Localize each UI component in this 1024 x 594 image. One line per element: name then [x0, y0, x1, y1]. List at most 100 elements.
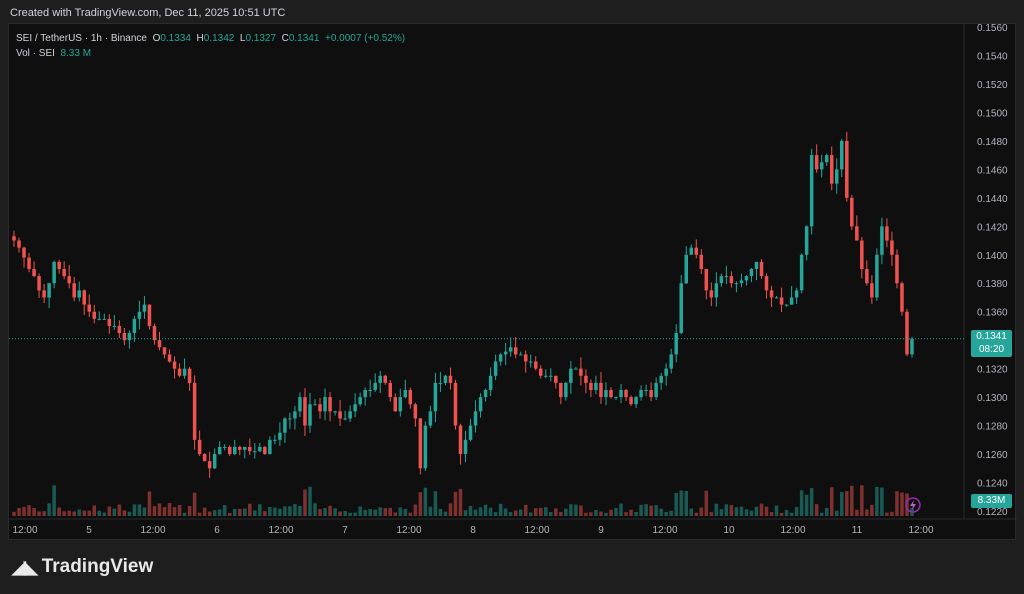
x-tick-label: 12:00	[908, 525, 933, 536]
volume-bar	[338, 511, 342, 516]
symbol-label[interactable]: SEI / TetherUS · 1h · Binance	[16, 33, 147, 44]
candle-body	[554, 375, 558, 383]
candle-body	[799, 254, 804, 291]
y-tick-label: 0.1260	[977, 450, 1008, 461]
volume-bar	[579, 505, 583, 516]
candle-body	[870, 283, 874, 298]
candle-body	[212, 454, 217, 469]
volume-bar	[258, 504, 262, 516]
volume-bar	[539, 507, 543, 516]
x-tick-label: 12:00	[652, 525, 677, 536]
open-value: 0.1334	[160, 33, 191, 44]
candle-body	[890, 240, 894, 255]
tradingview-logo[interactable]: ◢◣ TradingView	[12, 556, 153, 578]
volume-bar	[840, 492, 844, 516]
candle-body	[518, 354, 523, 356]
volume-bar	[12, 511, 16, 516]
volume-bar	[453, 491, 458, 516]
candle-body	[142, 304, 147, 312]
candle-body	[764, 276, 769, 291]
last-price-tag: 0.1341 08:20	[971, 330, 1012, 357]
candle-body	[559, 382, 563, 398]
volume-bar	[202, 507, 207, 516]
candle-body	[824, 155, 829, 163]
volume-bar	[824, 507, 829, 516]
volume-bar	[177, 505, 182, 516]
x-tick-label: 5	[86, 525, 92, 536]
candle-body	[313, 404, 317, 406]
volume-bar	[654, 505, 658, 516]
candle-body	[433, 382, 438, 412]
volume-bar	[744, 509, 749, 516]
candle-body	[353, 404, 357, 412]
volume-bar	[488, 507, 493, 516]
volume-bar	[634, 511, 638, 516]
candle-body	[152, 325, 157, 341]
volume-bar	[458, 488, 463, 516]
candle-body	[895, 254, 899, 284]
tradingview-logo-icon: ◢◣	[12, 556, 38, 577]
candle-body	[62, 269, 66, 277]
candle-body	[749, 269, 754, 277]
volume-bar	[253, 510, 257, 516]
candle-body	[112, 325, 117, 327]
volume-bar	[72, 511, 76, 516]
volume-bar	[799, 490, 804, 516]
candle-body	[177, 368, 182, 376]
volume-bar	[433, 491, 438, 516]
volume-bar	[900, 492, 904, 516]
volume-bar	[885, 512, 889, 516]
volume-bar	[57, 507, 61, 516]
y-tick-label: 0.1420	[977, 222, 1008, 233]
volume-bar	[518, 509, 523, 516]
volume-bar	[438, 508, 443, 516]
volume-bar	[659, 508, 663, 516]
candle-body	[523, 354, 528, 362]
chart-area[interactable]: 0.1560 0.1540 0.1520 0.1500 0.1480 0.1460 0.14…	[8, 23, 1017, 540]
volume-bar	[895, 491, 899, 516]
volume-bar	[363, 509, 367, 516]
volume-bar	[403, 508, 408, 516]
candle-body	[533, 361, 538, 369]
volume-bar	[880, 487, 884, 516]
low-value: 0.1327	[245, 33, 277, 44]
candle-body	[102, 318, 107, 320]
volume-bar	[498, 503, 503, 516]
volume-bar	[172, 507, 177, 516]
volume-bar	[232, 508, 237, 516]
volume-value: 8.33 M	[60, 48, 92, 59]
volume-bar	[523, 504, 528, 516]
volume-bar	[664, 511, 668, 516]
volume-bar	[508, 512, 513, 516]
volume-bar	[52, 485, 56, 516]
candle-body	[865, 269, 869, 284]
volume-bar	[112, 508, 117, 516]
candle-body	[719, 276, 724, 284]
candle-body	[714, 283, 719, 298]
volume-label[interactable]: Vol · SEI	[16, 48, 55, 59]
volume-bar	[408, 512, 413, 516]
volume-bar	[92, 505, 97, 516]
candle-body	[308, 404, 312, 426]
y-tick-label: 0.1220	[977, 507, 1008, 518]
volume-bar	[554, 508, 558, 516]
lightning-icon[interactable]	[905, 497, 921, 513]
candle-body	[478, 397, 483, 412]
candle-body	[157, 340, 162, 348]
candle-body	[834, 169, 839, 184]
candle-body	[609, 390, 613, 398]
candle-body	[498, 354, 503, 362]
volume-bar	[217, 509, 222, 516]
volume-tag: 8.33M	[971, 494, 1012, 508]
candle-body	[418, 418, 423, 469]
y-tick-label: 0.1360	[977, 308, 1008, 319]
candle-body	[443, 375, 448, 383]
y-tick-label: 0.1460	[977, 165, 1008, 176]
volume-bar	[649, 505, 653, 516]
x-tick-label: 12:00	[140, 525, 165, 536]
candle-body	[57, 261, 61, 269]
candle-body	[774, 297, 779, 299]
volume-bar	[358, 506, 362, 516]
volume-bar	[609, 509, 613, 516]
candle-body	[192, 382, 197, 440]
